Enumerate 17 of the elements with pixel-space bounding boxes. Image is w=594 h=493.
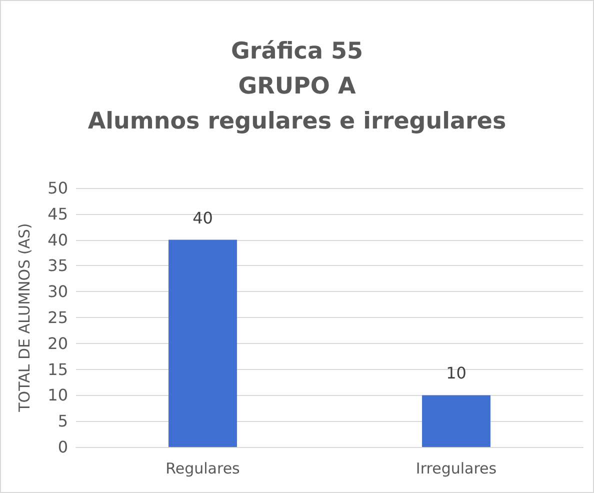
data-label: 10 bbox=[446, 364, 466, 383]
data-label: 40 bbox=[192, 208, 213, 228]
y-tick-label: 5 bbox=[58, 412, 68, 431]
x-tick-label: Irregulares bbox=[416, 460, 497, 478]
y-axis-title: TOTAL DE ALUMNOS (AS) bbox=[16, 223, 34, 413]
y-tick-label: 10 bbox=[48, 386, 68, 405]
x-tick-label: Regulares bbox=[166, 460, 240, 478]
y-tick-label: 0 bbox=[58, 438, 68, 456]
y-tick-label: 25 bbox=[48, 308, 68, 327]
y-tick-label: 30 bbox=[48, 282, 68, 302]
y-tick-label: 45 bbox=[48, 204, 68, 224]
y-tick-label: 40 bbox=[48, 230, 68, 250]
y-tick-label: 35 bbox=[48, 256, 68, 276]
y-tick-label: 15 bbox=[48, 360, 68, 379]
y-tick-label: 20 bbox=[48, 334, 68, 353]
chart-title: Gráfica 55 GRUPO A Alumnos regulares e irregulares bbox=[88, 38, 506, 134]
y-tick-label: 50 bbox=[48, 178, 68, 198]
